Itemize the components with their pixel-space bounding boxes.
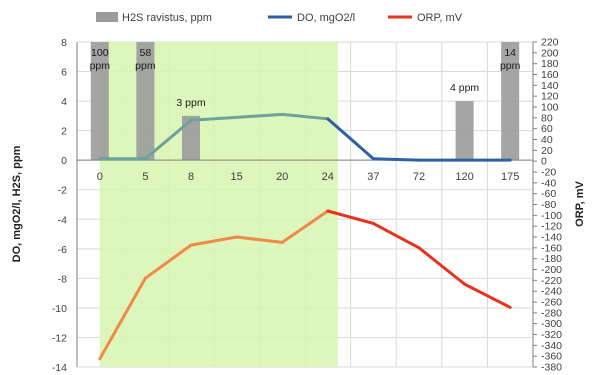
bar-data-label: 3 ppm [176,97,205,109]
bar-data-label: 14 [504,47,516,59]
y2-tick-label: -280 [541,307,562,319]
y2-tick-label: 160 [541,69,559,81]
y2-tick-label: -80 [541,199,556,211]
y2-tick-label: -320 [541,329,562,341]
y2-axis-title: ORP, mV [574,181,586,227]
y2-tick-label: 60 [541,123,553,135]
do-line-segment [280,112,330,121]
legend-swatch-bars [96,12,118,22]
legend-label-do: DO, mgO2/l [297,12,355,24]
y-tick-label: -4 [58,214,67,226]
y2-tick-label: 220 [541,37,559,49]
orp-line-segment [143,243,193,280]
bar-data-label: ppm [500,60,521,72]
y-tick-label: -2 [58,185,67,197]
orp-line-segment [326,209,375,225]
y2-tick-label: -160 [541,242,562,254]
x-tick-label: 5 [142,171,148,183]
y-axis-title: DO, mgO2/l, H2S, ppm [11,145,23,262]
highlight-region [99,42,338,367]
y-tick-label: -6 [58,244,67,256]
y2-tick-label: 200 [541,47,559,59]
do-line-segment [371,157,421,162]
y2-tick-label: -260 [541,297,562,309]
orp-line-segment [371,221,421,250]
legend-label-bars: H2S ravistus, ppm [122,12,212,24]
y-tick-label: -14 [52,362,67,374]
legend: H2S ravistus, ppm DO, mgO2/l ORP, mV [96,12,463,24]
y2-tick-label: -360 [541,351,562,363]
y-tick-label: 6 [61,67,67,79]
highlight-area [99,42,338,367]
bars [90,42,520,161]
y2-tick-label: -340 [541,340,562,352]
bar [455,101,474,161]
y2-tick-label: -380 [541,362,562,374]
bar-data-label: ppm [90,60,111,72]
do-line-segment [143,118,193,161]
y2-tick-label: -120 [541,221,562,233]
y2-tick-label: 120 [541,91,559,103]
labels: 86420-2-4-6-8-10-12-14220200180160140120… [52,37,562,375]
x-tick-label: 37 [367,171,379,183]
x-tick-label: 24 [322,171,334,183]
do-line-segment [189,115,239,122]
y2-tick-label: -300 [541,318,562,330]
y-tick-label: 0 [61,155,67,167]
orp-line-segment [417,246,467,286]
y2-tick-label: -60 [541,188,556,200]
orp-line-segment [280,209,330,244]
y2-tick-label: 180 [541,58,559,70]
lines [98,112,512,361]
y2-tick-label: -180 [541,253,562,265]
bar [136,42,155,161]
y2-tick-label: -140 [541,232,562,244]
y2-tick-label: -220 [541,275,562,287]
y2-tick-label: 0 [541,156,547,168]
y-tick-label: 4 [61,96,67,108]
y-tick-label: -8 [58,273,67,285]
y2-tick-label: -200 [541,264,562,276]
y2-tick-label: -240 [541,286,562,298]
orp-line-segment [235,235,284,244]
y2-tick-label: 140 [541,80,559,92]
do-line-segment [235,112,284,119]
bar-data-label: 4 ppm [450,82,479,94]
x-tick-label: 120 [455,171,473,183]
x-tick-label: 20 [276,171,288,183]
bar [501,42,520,161]
legend-label-orp: ORP, mV [417,12,463,24]
y2-tick-label: 20 [541,145,553,157]
bar-data-label: 58 [140,47,152,59]
x-tick-label: 15 [230,171,242,183]
x-tick-label: 8 [188,171,194,183]
y2-tick-label: -20 [541,167,556,179]
y-tick-label: 2 [61,126,67,138]
bar-data-label: 100 [91,47,109,59]
x-tick-label: 175 [501,171,519,183]
bar [90,42,109,161]
x-tick-label: 72 [413,171,425,183]
y-tick-label: 8 [61,37,67,49]
y2-tick-label: 40 [541,134,553,146]
y2-tick-label: -40 [541,177,556,189]
orp-line-segment [463,282,512,309]
bar-data-label: ppm [135,60,156,72]
orp-line-segment [189,235,239,247]
do-line-segment [326,117,375,161]
y2-tick-label: -100 [541,210,562,222]
bar [182,115,200,161]
y2-tick-label: 80 [541,112,553,124]
x-tick-label: 0 [97,171,103,183]
y-tick-label: -10 [52,303,67,315]
y-tick-label: -12 [52,332,67,344]
y2-tick-label: 100 [541,102,559,114]
orp-line-segment [98,276,147,361]
